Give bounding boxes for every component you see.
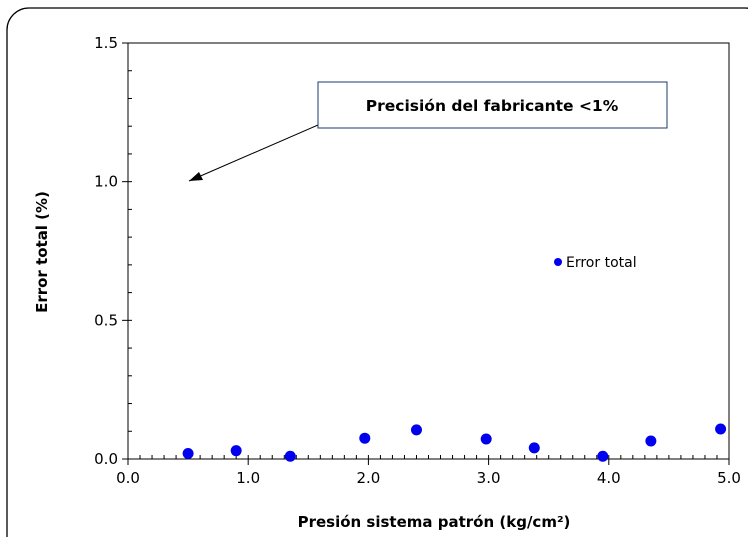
data-point <box>359 432 371 444</box>
data-point <box>528 442 540 454</box>
annotation-arrow <box>188 124 319 182</box>
x-tick-label: 3.0 <box>477 469 501 487</box>
x-tick-label: 2.0 <box>356 469 380 487</box>
annotation: Precisión del fabricante <1% <box>188 81 668 182</box>
data-point <box>182 447 194 459</box>
legend: Error total <box>554 255 637 271</box>
y-tick-label: 1.0 <box>94 173 118 191</box>
x-tick-label: 5.0 <box>717 469 741 487</box>
data-point <box>284 450 296 462</box>
y-tick-label: 0.5 <box>94 311 118 329</box>
y-tick-label: 1.5 <box>94 34 118 52</box>
x-tick-label: 0.0 <box>116 469 140 487</box>
data-point <box>230 445 242 457</box>
data-point <box>645 435 657 447</box>
annotation-box <box>317 81 668 129</box>
x-tick-label: 1.0 <box>236 469 260 487</box>
x-tick-label: 4.0 <box>597 469 621 487</box>
y-axis-label: Error total (%) <box>33 191 51 313</box>
annotation-arrow-head <box>189 172 203 181</box>
legend-entry-error-total: Error total <box>566 255 637 271</box>
data-point <box>410 424 422 436</box>
data-point <box>480 433 492 445</box>
data-point <box>597 450 609 462</box>
legend-marker <box>554 258 562 266</box>
data-point <box>715 423 727 435</box>
points-layer <box>182 423 727 462</box>
x-axis-label: Presión sistema patrón (kg/cm²) <box>298 513 571 531</box>
annotation-text: Precisión del fabricante <1% <box>366 97 619 115</box>
y-tick-label: 0.0 <box>94 450 118 468</box>
tick-label-layer: 0.0 1.0 2.0 3.0 4.0 5.0 0.0 0.5 1.0 1.5 <box>94 34 741 487</box>
